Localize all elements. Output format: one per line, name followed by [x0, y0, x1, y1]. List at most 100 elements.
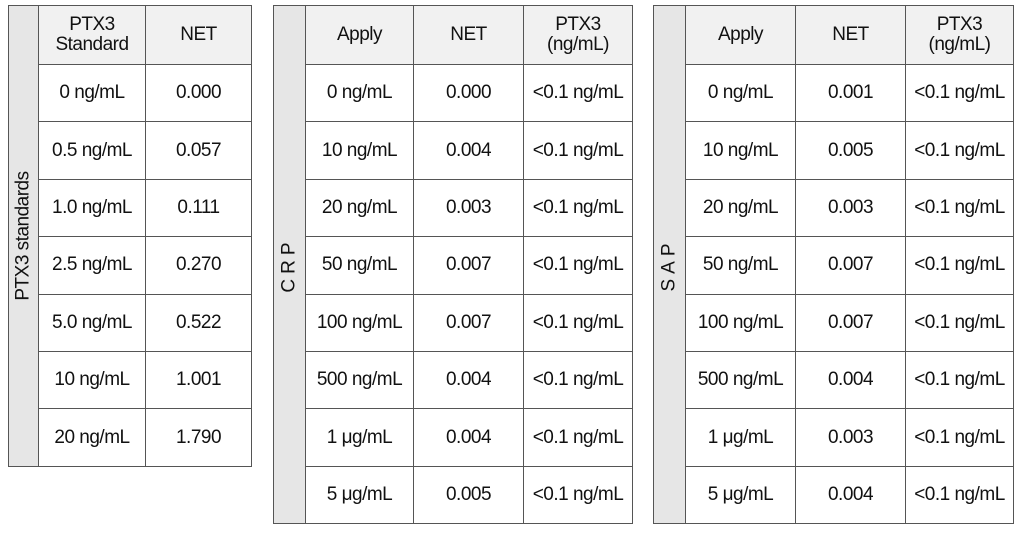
data-cell: 0.004	[795, 351, 906, 410]
cell-text: 0.004	[445, 139, 492, 161]
data-cell: <0.1 ng/mL	[523, 465, 633, 525]
data-cell: 0.004	[413, 121, 524, 180]
side-label-cell: SAP	[653, 5, 686, 525]
cell-text: 0.004	[827, 369, 874, 391]
data-cell: 0 ng/mL	[685, 64, 796, 123]
cell-text: 0 ng/mL	[707, 82, 774, 104]
side-label: CRP	[278, 237, 300, 293]
data-cell: 5.0 ng/mL	[38, 293, 146, 352]
data-cell: 10 ng/mL	[305, 121, 414, 180]
data-cell: 1.790	[145, 408, 252, 467]
data-cell: <0.1 ng/mL	[523, 351, 633, 410]
data-cell: 100 ng/mL	[305, 293, 414, 352]
data-cell: 0.007	[413, 236, 524, 295]
data-cell: 0.057	[145, 121, 252, 180]
cell-text: <0.1 ng/mL	[914, 369, 1005, 391]
cell-text: 0.000	[445, 82, 492, 104]
cell-text: 0 ng/mL	[326, 82, 393, 104]
data-cell: <0.1 ng/mL	[523, 178, 633, 238]
data-cell: 0.000	[413, 64, 524, 123]
cell-text: 1 μg/mL	[326, 426, 393, 448]
data-cell: 0.270	[145, 236, 252, 295]
data-cell: 0.003	[795, 178, 906, 238]
data-cell: 0.007	[795, 236, 906, 295]
header-cell: Apply	[305, 5, 414, 65]
cell-text: <0.1 ng/mL	[532, 311, 624, 333]
data-cell: 100 ng/mL	[685, 293, 796, 352]
cell-text: 100 ng/mL	[697, 311, 784, 333]
cell-text: <0.1 ng/mL	[914, 426, 1005, 448]
data-cell: 5 μg/mL	[305, 465, 414, 525]
data-cell: <0.1 ng/mL	[523, 121, 633, 180]
cell-text: 0.001	[827, 82, 874, 104]
cell-text: 0.003	[827, 426, 874, 448]
data-cell: 20 ng/mL	[685, 178, 796, 238]
cell-text: <0.1 ng/mL	[914, 311, 1005, 333]
data-cell: 1 μg/mL	[305, 408, 414, 467]
data-cell: 1.001	[145, 351, 252, 410]
data-cell: 0.001	[795, 64, 906, 123]
cell-text: 0.111	[177, 196, 220, 218]
cell-text: 0.522	[175, 311, 222, 333]
header-cell: Apply	[685, 5, 796, 65]
data-cell: <0.1 ng/mL	[523, 64, 633, 123]
data-cell: <0.1 ng/mL	[905, 351, 1014, 410]
data-cell: 0.003	[795, 408, 906, 467]
data-cell: 2.5 ng/mL	[38, 236, 146, 295]
cell-text: <0.1 ng/mL	[532, 139, 624, 161]
data-cell: <0.1 ng/mL	[905, 178, 1014, 238]
cell-text: <0.1 ng/mL	[914, 139, 1005, 161]
data-cell: 0.007	[795, 293, 906, 352]
header-text: Apply	[336, 24, 383, 45]
cell-text: 10 ng/mL	[321, 139, 398, 161]
cell-text: 0.007	[827, 254, 874, 276]
data-cell: 50 ng/mL	[305, 236, 414, 295]
data-cell: <0.1 ng/mL	[905, 465, 1014, 525]
side-label-cell: PTX3 standards	[8, 5, 39, 467]
data-cell: 0.005	[795, 121, 906, 180]
data-cell: 20 ng/mL	[305, 178, 414, 238]
header-cell: NET	[413, 5, 524, 65]
cell-text: <0.1 ng/mL	[914, 254, 1005, 276]
cell-text: 0.004	[827, 483, 874, 505]
side-label: PTX3 standards	[12, 171, 34, 301]
cell-text: 50 ng/mL	[321, 254, 398, 276]
cell-text: <0.1 ng/mL	[532, 483, 624, 505]
cell-text: 50 ng/mL	[702, 254, 779, 276]
cell-text: 20 ng/mL	[54, 426, 130, 448]
data-cell: 0.005	[413, 465, 524, 525]
data-cell: <0.1 ng/mL	[905, 408, 1014, 467]
data-cell: 0.004	[413, 408, 524, 467]
cell-text: 0.003	[827, 196, 874, 218]
header-cell: NET	[795, 5, 906, 65]
header-text: (ng/mL)	[928, 34, 991, 55]
header-cell: PTX3 (ng/mL)	[523, 5, 633, 65]
data-cell: 0 ng/mL	[305, 64, 414, 123]
cell-text: <0.1 ng/mL	[532, 426, 624, 448]
data-cell: 0.522	[145, 293, 252, 352]
side-label: SAP	[658, 238, 680, 292]
header-cell: PTX3 Standard	[38, 5, 146, 65]
side-label-cell: CRP	[273, 5, 306, 525]
header-text: NET	[450, 24, 487, 45]
cell-text: <0.1 ng/mL	[914, 196, 1005, 218]
data-cell: 0 ng/mL	[38, 64, 146, 123]
cell-text: 0.004	[445, 426, 492, 448]
data-cell: 0.5 ng/mL	[38, 121, 146, 180]
header-text: NET	[180, 24, 217, 45]
cell-text: <0.1 ng/mL	[532, 82, 624, 104]
data-cell: 0.004	[795, 465, 906, 525]
header-text: PTX3	[555, 14, 601, 35]
data-cell: 50 ng/mL	[685, 236, 796, 295]
cell-text: 10 ng/mL	[54, 369, 130, 391]
data-cell: 0.111	[145, 178, 252, 238]
cell-text: <0.1 ng/mL	[532, 196, 624, 218]
cell-text: 0.003	[445, 196, 492, 218]
header-text: Standard	[55, 34, 129, 55]
data-cell: <0.1 ng/mL	[905, 293, 1014, 352]
cell-text: 0.057	[175, 139, 222, 161]
cell-text: 500 ng/mL	[697, 369, 784, 391]
cell-text: 0.004	[445, 369, 492, 391]
cell-text: 0.007	[445, 254, 492, 276]
